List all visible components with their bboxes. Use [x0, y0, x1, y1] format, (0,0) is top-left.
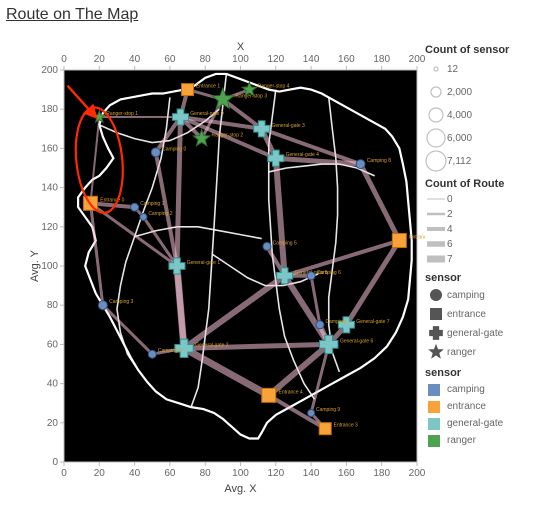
- svg-text:General-gate 4: General-gate 4: [286, 152, 320, 158]
- svg-text:140: 140: [303, 54, 320, 65]
- svg-text:80: 80: [200, 54, 212, 65]
- svg-text:180: 180: [41, 104, 58, 115]
- svg-text:160: 160: [338, 468, 355, 479]
- svg-text:Ranger-stop 4: Ranger-stop 4: [258, 84, 290, 90]
- svg-text:Camping 3: Camping 3: [109, 299, 133, 305]
- page-title: Route on The Map: [6, 6, 138, 24]
- svg-text:100: 100: [232, 54, 249, 65]
- svg-text:Camping 9: Camping 9: [316, 407, 340, 413]
- svg-text:Camping 4: Camping 4: [158, 348, 182, 354]
- svg-text:180: 180: [373, 54, 390, 65]
- svg-text:Entrance 1: Entrance 1: [196, 84, 220, 90]
- svg-text:Camping 2: Camping 2: [148, 211, 172, 217]
- svg-text:200: 200: [41, 65, 58, 76]
- svg-text:200: 200: [409, 468, 425, 479]
- svg-text:Avg. Y: Avg. Y: [30, 249, 41, 282]
- svg-text:General-gate 3: General-gate 3: [271, 123, 305, 129]
- svg-text:40: 40: [47, 379, 59, 390]
- svg-text:40: 40: [129, 468, 141, 479]
- svg-text:Entrance 4: Entrance 4: [279, 389, 303, 395]
- svg-text:140: 140: [41, 183, 58, 194]
- svg-text:Ranger-stop 1: Ranger-stop 1: [106, 111, 138, 117]
- svg-text:120: 120: [41, 222, 58, 233]
- svg-text:60: 60: [164, 468, 176, 479]
- svg-text:40: 40: [129, 54, 141, 65]
- svg-text:General-gate 1: General-gate 1: [187, 260, 221, 266]
- svg-text:General-gate 7: General-gate 7: [356, 319, 390, 325]
- svg-text:0: 0: [52, 457, 58, 468]
- svg-text:X: X: [237, 41, 245, 53]
- svg-text:0: 0: [61, 54, 67, 65]
- svg-text:160: 160: [41, 143, 58, 154]
- svg-text:General-gate 6: General-gate 6: [340, 338, 374, 344]
- svg-text:120: 120: [267, 468, 284, 479]
- svg-text:Ranger-stop 2: Ranger-stop 2: [211, 133, 243, 139]
- legend-panel: Count of sensor122,0004,0006,0007,112Cou…: [425, 38, 545, 449]
- svg-text:Camping 8: Camping 8: [367, 158, 391, 164]
- svg-text:100: 100: [41, 261, 58, 272]
- svg-text:Camping 1: Camping 1: [140, 201, 164, 207]
- svg-text:Avg. X: Avg. X: [224, 483, 257, 495]
- svg-text:80: 80: [200, 468, 212, 479]
- svg-text:60: 60: [47, 339, 59, 350]
- svg-text:160: 160: [338, 54, 355, 65]
- svg-text:60: 60: [164, 54, 176, 65]
- svg-text:20: 20: [94, 54, 106, 65]
- map-plot: Ranger-stop 1Ranger-stop 2Ranger-stop 3R…: [30, 40, 425, 503]
- svg-text:140: 140: [303, 468, 320, 479]
- svg-text:General-gate 2: General-gate 2: [195, 342, 229, 348]
- svg-text:0: 0: [61, 468, 67, 479]
- svg-text:20: 20: [47, 418, 59, 429]
- svg-text:180: 180: [373, 468, 390, 479]
- svg-text:80: 80: [47, 300, 59, 311]
- svg-text:Entrance 0: Entrance 0: [100, 197, 124, 203]
- svg-text:20: 20: [94, 468, 106, 479]
- svg-text:General-gate 0: General-gate 0: [190, 111, 224, 117]
- svg-text:Camping 5: Camping 5: [273, 240, 297, 246]
- svg-text:100: 100: [232, 468, 249, 479]
- svg-text:120: 120: [267, 54, 284, 65]
- svg-text:Camping 7: Camping 7: [326, 319, 350, 325]
- svg-text:200: 200: [409, 54, 425, 65]
- svg-text:Camping 0: Camping 0: [162, 146, 186, 152]
- svg-text:Camping 6: Camping 6: [317, 270, 341, 276]
- svg-text:Entrance 3: Entrance 3: [334, 423, 358, 429]
